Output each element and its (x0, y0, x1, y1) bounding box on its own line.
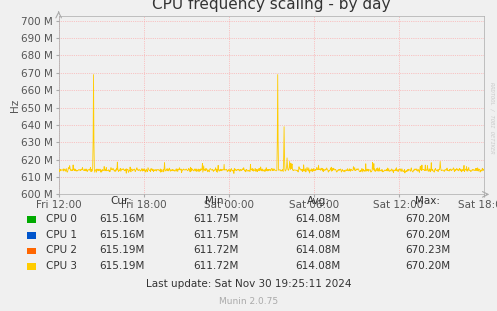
Text: 670.20M: 670.20M (405, 230, 450, 240)
Text: 611.72M: 611.72M (193, 245, 239, 255)
Text: 614.08M: 614.08M (295, 214, 341, 224)
Text: CPU 1: CPU 1 (46, 230, 77, 240)
Text: 614.08M: 614.08M (295, 230, 341, 240)
Title: CPU frequency scaling - by day: CPU frequency scaling - by day (152, 0, 390, 12)
Text: CPU 2: CPU 2 (46, 245, 77, 255)
Text: Min:: Min: (205, 196, 227, 206)
Text: RRDTOOL / TOBI OETIKER: RRDTOOL / TOBI OETIKER (490, 82, 495, 154)
Text: 614.08M: 614.08M (295, 245, 341, 255)
Text: 670.20M: 670.20M (405, 261, 450, 271)
Text: 670.20M: 670.20M (405, 214, 450, 224)
Text: 614.08M: 614.08M (295, 261, 341, 271)
Text: 611.75M: 611.75M (193, 214, 239, 224)
Text: 611.75M: 611.75M (193, 230, 239, 240)
Text: 615.19M: 615.19M (99, 261, 145, 271)
Text: 615.16M: 615.16M (99, 214, 145, 224)
Text: Munin 2.0.75: Munin 2.0.75 (219, 297, 278, 305)
Text: 615.16M: 615.16M (99, 230, 145, 240)
Text: Last update: Sat Nov 30 19:25:11 2024: Last update: Sat Nov 30 19:25:11 2024 (146, 279, 351, 289)
Text: 670.23M: 670.23M (405, 245, 450, 255)
Text: 611.72M: 611.72M (193, 261, 239, 271)
Text: 615.19M: 615.19M (99, 245, 145, 255)
Text: CPU 0: CPU 0 (46, 214, 77, 224)
Text: Avg:: Avg: (307, 196, 330, 206)
Text: Max:: Max: (415, 196, 440, 206)
Y-axis label: Hz: Hz (10, 98, 20, 112)
Text: Cur:: Cur: (111, 196, 133, 206)
Text: CPU 3: CPU 3 (46, 261, 77, 271)
